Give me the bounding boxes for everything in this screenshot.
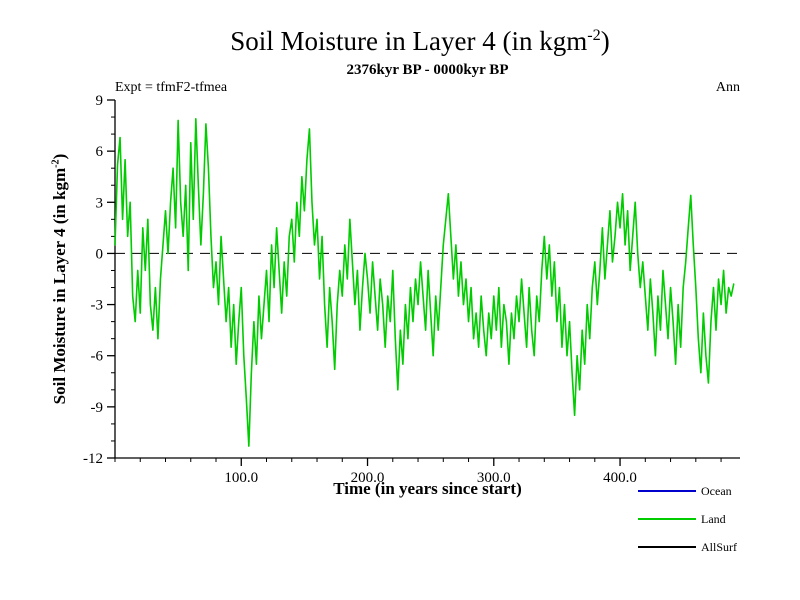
svg-text:0: 0 — [96, 246, 104, 262]
legend-swatch — [638, 490, 696, 492]
legend-label: Ocean — [701, 483, 732, 498]
svg-text:100.0: 100.0 — [224, 470, 258, 486]
chart-title-close: ) — [600, 26, 610, 56]
chart-title-text: Soil Moisture in Layer 4 (in kgm — [230, 26, 588, 56]
legend-swatch — [638, 546, 696, 548]
legend-label: AllSurf — [701, 539, 737, 554]
y-axis-title-superscript: -2 — [50, 159, 62, 168]
x-axis-title: Time (in years since start) — [333, 479, 522, 498]
legend-item-land: Land — [638, 512, 737, 526]
svg-text:9: 9 — [96, 93, 104, 109]
svg-text:-12: -12 — [83, 451, 103, 467]
legend-item-allsurf: AllSurf — [638, 540, 737, 554]
svg-text:3: 3 — [96, 195, 104, 211]
svg-text:300.0: 300.0 — [477, 470, 511, 486]
svg-text:-6: -6 — [91, 349, 104, 365]
svg-text:6: 6 — [96, 144, 104, 160]
y-axis-title-close: ) — [50, 153, 69, 160]
svg-text:400.0: 400.0 — [603, 470, 637, 486]
experiment-label: Expt = tfmF2-tfmea — [115, 80, 228, 95]
chart-title-superscript: -2 — [587, 26, 601, 44]
legend-item-ocean: Ocean — [638, 484, 737, 498]
chart-title: Soil Moisture in Layer 4 (in kgm-2) — [40, 26, 800, 57]
legend: Ocean Land AllSurf — [638, 484, 737, 568]
svg-text:-3: -3 — [91, 298, 104, 314]
svg-text:-9: -9 — [91, 400, 104, 416]
legend-label: Land — [701, 511, 726, 526]
season-label: Ann — [715, 80, 740, 95]
chart-subtitle: 2376kyr BP - 0000kyr BP — [346, 62, 509, 78]
y-axis-title: Soil Moisture in Layer 4 (in kgm-2) — [50, 154, 70, 405]
legend-swatch — [638, 518, 696, 520]
svg-text:200.0: 200.0 — [351, 470, 385, 486]
y-axis-title-text: Soil Moisture in Layer 4 (in kgm — [50, 167, 69, 405]
